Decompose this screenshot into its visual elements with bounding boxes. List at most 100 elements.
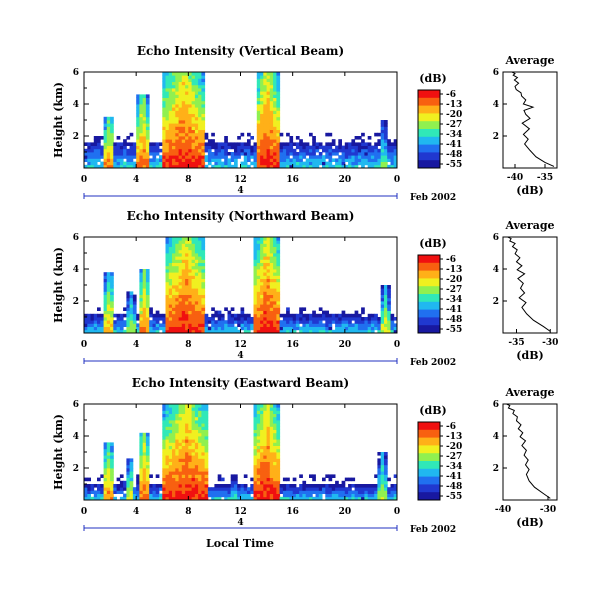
heatmap-cell xyxy=(269,285,274,289)
heatmap-cell xyxy=(201,72,206,76)
heatmap-cell xyxy=(237,313,241,318)
heatmap-cell xyxy=(172,262,176,267)
heatmap-cell xyxy=(194,132,199,137)
heatmap-cell xyxy=(220,323,225,327)
heatmap-cell xyxy=(253,326,258,331)
heatmap-cell xyxy=(201,461,206,466)
heatmap-cell xyxy=(139,113,144,118)
heatmap-cell xyxy=(139,97,144,102)
heatmap-cell xyxy=(253,490,258,494)
heatmap-title: Echo Intensity (Eastward Beam) xyxy=(132,376,349,390)
heatmap-cell xyxy=(269,94,274,98)
heatmap-cell xyxy=(185,81,189,86)
heatmap-cell xyxy=(198,237,202,241)
heatmap-cell xyxy=(172,323,176,327)
heatmap-cell xyxy=(191,436,196,440)
heatmap-cell xyxy=(165,304,170,308)
heatmap-cell xyxy=(142,484,147,488)
heatmap-cell xyxy=(211,152,215,156)
heatmap-cell xyxy=(172,152,176,156)
heatmap-cell xyxy=(178,272,183,276)
heatmap-cell xyxy=(87,477,91,482)
heatmap-cell xyxy=(273,155,277,159)
heatmap-cell xyxy=(263,307,267,311)
heatmap-cell xyxy=(260,81,264,86)
colorbar-unit: (dB) xyxy=(419,404,446,417)
heatmap-cell xyxy=(172,104,176,108)
heatmap-cell xyxy=(175,81,179,86)
heatmap-cell xyxy=(185,329,189,334)
heatmap-cell xyxy=(263,426,267,430)
heatmap-cell xyxy=(172,100,176,105)
heatmap-cell xyxy=(250,496,254,501)
heatmap-cell xyxy=(145,445,150,450)
heatmap-cell xyxy=(318,313,323,318)
heatmap-cell xyxy=(110,452,114,456)
heatmap-cell xyxy=(116,484,121,488)
heatmap-cell xyxy=(269,237,274,241)
heatmap-cell xyxy=(188,471,192,475)
heatmap-cell xyxy=(295,317,300,321)
heatmap-cell xyxy=(175,436,179,440)
heatmap-cell xyxy=(168,436,173,440)
heatmap-cell xyxy=(204,471,209,475)
heatmap-cell xyxy=(116,323,121,327)
heatmap-cell xyxy=(234,164,238,169)
heatmap-cell xyxy=(243,329,248,334)
heatmap-cell xyxy=(393,496,398,501)
heatmap-cell xyxy=(269,148,274,153)
heatmap-cell xyxy=(315,145,320,150)
heatmap-cell xyxy=(93,164,98,169)
heatmap-cell xyxy=(178,249,183,254)
heatmap-cell xyxy=(194,329,199,334)
heatmap-cell xyxy=(253,487,258,491)
heatmap-cell xyxy=(106,297,111,302)
heatmap-cell xyxy=(97,152,101,156)
heatmap-cell xyxy=(172,490,176,494)
heatmap-cell xyxy=(273,445,277,450)
heatmap-cell xyxy=(145,116,150,121)
heatmap-cell xyxy=(90,326,95,331)
heatmap-cell xyxy=(181,129,186,134)
heatmap-cell xyxy=(172,480,176,485)
colorbar-tick-label: -13 xyxy=(446,265,462,275)
heatmap-cell xyxy=(266,288,271,292)
heatmap-cell xyxy=(116,490,121,494)
heatmap-cell xyxy=(273,307,277,311)
heatmap-cell xyxy=(103,310,108,315)
heatmap-cell xyxy=(145,110,150,114)
heatmap-cell xyxy=(364,145,369,150)
heatmap-cell xyxy=(136,123,140,127)
heatmap-cell xyxy=(185,429,189,434)
heatmap-cell xyxy=(87,487,91,491)
heatmap-cell xyxy=(162,413,166,418)
heatmap-cell xyxy=(139,281,144,286)
heatmap-cell xyxy=(260,474,264,478)
heatmap-cell xyxy=(269,474,274,478)
heatmap-cell xyxy=(322,155,326,159)
heatmap-cell xyxy=(87,490,91,494)
heatmap-cell xyxy=(191,278,196,283)
heatmap-cell xyxy=(292,477,297,482)
heatmap-cell xyxy=(201,484,206,488)
heatmap-cell xyxy=(175,448,179,453)
heatmap-cell xyxy=(331,158,336,162)
heatmap-cell xyxy=(198,272,202,276)
heatmap-cell xyxy=(305,145,310,150)
heatmap-cell xyxy=(211,320,215,324)
heatmap-cell xyxy=(100,496,104,501)
heatmap-cell xyxy=(162,420,166,424)
heatmap-cell xyxy=(201,426,206,430)
heatmap-cell xyxy=(142,436,147,440)
heatmap-cell xyxy=(384,152,388,156)
heatmap-cell xyxy=(299,152,303,156)
heatmap-cell xyxy=(175,404,179,408)
heatmap-cell xyxy=(263,113,267,118)
heatmap-cell xyxy=(302,323,307,327)
heatmap-cell xyxy=(273,436,277,440)
heatmap-cell xyxy=(269,452,274,456)
heatmap-cell xyxy=(243,326,248,331)
heatmap-cell xyxy=(84,487,88,491)
heatmap-cell xyxy=(159,323,163,327)
heatmap-cell xyxy=(217,152,222,156)
